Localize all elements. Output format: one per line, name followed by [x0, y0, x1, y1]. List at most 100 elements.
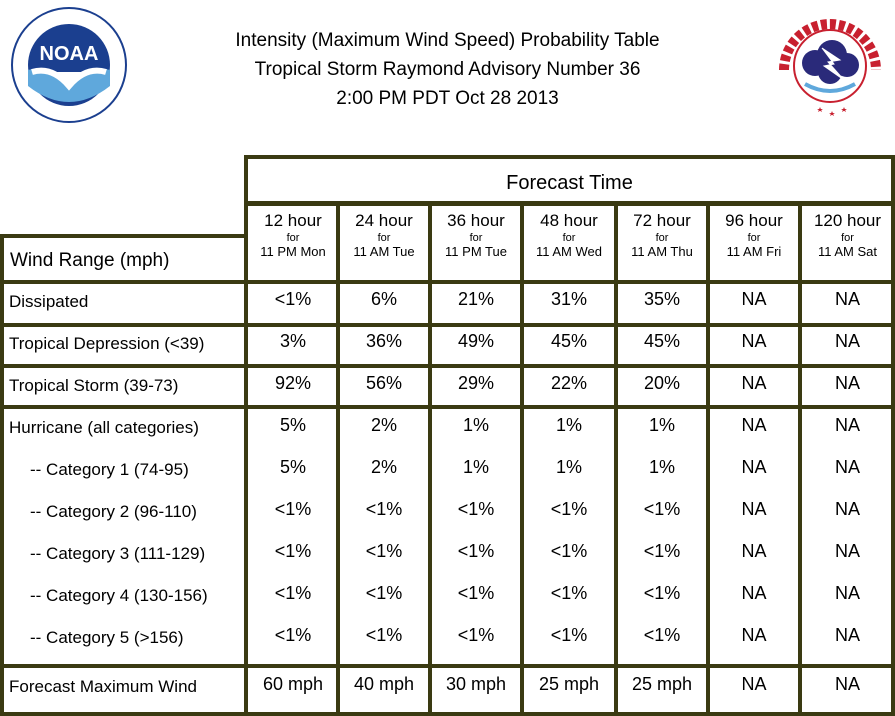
- column-when: 11 AM Thu: [631, 244, 693, 259]
- title-line-2: Tropical Storm Raymond Advisory Number 3…: [254, 59, 641, 80]
- table-cell: NA: [834, 625, 860, 645]
- table-cell: 35%: [643, 289, 681, 309]
- table-cell: NA: [834, 674, 860, 694]
- column-hour: 72 hour: [633, 211, 691, 230]
- wind-range-label: Wind Range (mph): [10, 250, 170, 271]
- table-cell: <1%: [643, 583, 681, 603]
- table-cell: NA: [834, 541, 860, 561]
- grid-line-horizontal: [0, 664, 895, 668]
- table-cell: NA: [834, 331, 860, 351]
- column-header: 36 hour for 11 PM Tue: [430, 208, 522, 280]
- column-header: 24 hour for 11 AM Tue: [338, 208, 430, 280]
- table-cell: 92%: [274, 373, 312, 393]
- table-cell: 1%: [462, 415, 489, 435]
- column-when: 11 AM Sat: [817, 244, 877, 259]
- column-for: for: [469, 232, 483, 244]
- table-cell: NA: [741, 499, 767, 519]
- table-cell: NA: [834, 289, 860, 309]
- table-cell: 22%: [550, 373, 588, 393]
- grid-line-horizontal: [0, 323, 895, 327]
- table-cell: <1%: [550, 583, 588, 603]
- table-cell: <1%: [550, 499, 588, 519]
- table-cell: <1%: [457, 625, 495, 645]
- wind-range-header-box: Wind Range (mph): [0, 234, 248, 284]
- column-for: for: [286, 232, 300, 244]
- table-cell: <1%: [365, 499, 403, 519]
- column-header: 48 hour for 11 AM Wed: [522, 208, 616, 280]
- table-cell: <1%: [643, 541, 681, 561]
- table-cell: <1%: [643, 625, 681, 645]
- row-label: Dissipated: [9, 292, 89, 311]
- table-cell: 45%: [643, 331, 681, 351]
- table-cell: <1%: [274, 583, 312, 603]
- table-cell: 1%: [648, 457, 675, 477]
- table-cell: NA: [834, 583, 860, 603]
- table-cell: 5%: [279, 415, 306, 435]
- table-cell: NA: [741, 625, 767, 645]
- table-cell: NA: [741, 373, 767, 393]
- column-header: 120 hour for 11 AM Sat: [800, 208, 895, 280]
- row-label: -- Category 2 (96-110): [30, 502, 197, 521]
- table-cell: NA: [834, 457, 860, 477]
- table-cell: 5%: [279, 457, 306, 477]
- row-label: Tropical Storm (39-73): [9, 376, 179, 395]
- row-label: Forecast Maximum Wind: [9, 677, 197, 696]
- table-cell: NA: [741, 541, 767, 561]
- grid-line-vertical: [614, 202, 618, 716]
- table-cell: 45%: [550, 331, 588, 351]
- table-cell: 1%: [555, 415, 582, 435]
- row-label: Hurricane (all categories): [9, 418, 199, 437]
- table-cell: NA: [741, 457, 767, 477]
- column-for: for: [562, 232, 576, 244]
- table-cell: 36%: [365, 331, 403, 351]
- table-cell: 49%: [457, 331, 495, 351]
- table-cell: NA: [741, 415, 767, 435]
- column-hour: 96 hour: [725, 211, 783, 230]
- table-cell: NA: [834, 415, 860, 435]
- table-cell: <1%: [365, 583, 403, 603]
- grid-line-vertical: [336, 202, 340, 716]
- table-cell: <1%: [274, 499, 312, 519]
- table-cell: 2%: [370, 457, 397, 477]
- nws-logo: [775, 11, 885, 121]
- table-cell: <1%: [457, 583, 495, 603]
- grid-line-vertical: [244, 155, 248, 716]
- table-cell: 1%: [462, 457, 489, 477]
- table-cell: NA: [741, 289, 767, 309]
- table-cell: 29%: [457, 373, 495, 393]
- table-cell: 20%: [643, 373, 681, 393]
- table-cell: 3%: [279, 331, 306, 351]
- row-label: -- Category 5 (>156): [30, 628, 184, 647]
- table-cell: <1%: [365, 625, 403, 645]
- table-cell: <1%: [457, 499, 495, 519]
- column-hour: 12 hour: [264, 211, 322, 230]
- table-cell: 21%: [457, 289, 495, 309]
- row-label: -- Category 4 (130-156): [30, 586, 208, 605]
- noaa-logo-text: NOAA: [40, 43, 99, 65]
- page-header: NOAA Intensity (Maximum Wind Speed) Prob…: [0, 0, 895, 150]
- table-cell: <1%: [274, 625, 312, 645]
- table-cell: <1%: [274, 289, 312, 309]
- grid-line-horizontal: [0, 405, 895, 409]
- table-cell: 6%: [370, 289, 397, 309]
- table-cell: <1%: [643, 499, 681, 519]
- table-cell: NA: [741, 674, 767, 694]
- title-block: Intensity (Maximum Wind Speed) Probabili…: [150, 26, 745, 113]
- column-hour: 120 hour: [813, 211, 882, 230]
- column-when: 11 AM Wed: [536, 244, 602, 259]
- table-cell: 56%: [365, 373, 403, 393]
- table-cell: 1%: [648, 415, 675, 435]
- column-when: 11 AM Tue: [353, 244, 415, 259]
- probability-table: [0, 280, 895, 716]
- title-line-1: Intensity (Maximum Wind Speed) Probabili…: [235, 30, 660, 51]
- column-for: for: [655, 232, 669, 244]
- table-cell: <1%: [457, 541, 495, 561]
- column-header: 12 hour for 11 PM Mon: [248, 208, 338, 280]
- grid-line-vertical: [520, 202, 524, 716]
- column-when: 11 PM Tue: [445, 244, 507, 259]
- column-for: for: [377, 232, 391, 244]
- table-cell: NA: [741, 583, 767, 603]
- column-header: 96 hour for 11 AM Fri: [708, 208, 800, 280]
- table-cell: NA: [834, 499, 860, 519]
- table-cell: <1%: [550, 541, 588, 561]
